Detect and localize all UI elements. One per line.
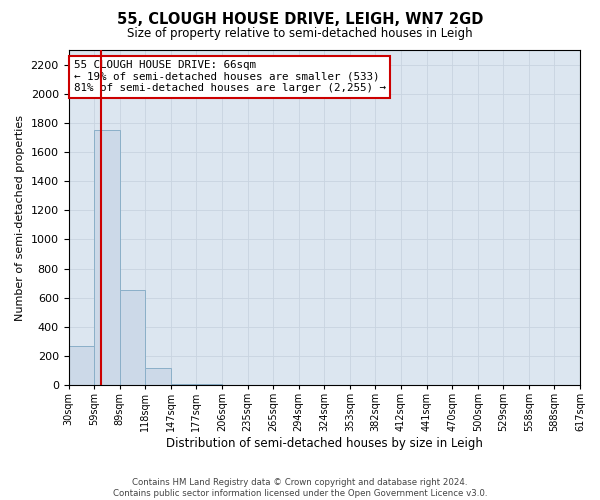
- Y-axis label: Number of semi-detached properties: Number of semi-detached properties: [15, 114, 25, 320]
- Bar: [145, 368, 171, 385]
- Bar: [171, 384, 196, 385]
- X-axis label: Distribution of semi-detached houses by size in Leigh: Distribution of semi-detached houses by …: [166, 437, 483, 450]
- Bar: [68, 346, 94, 385]
- Text: 55 CLOUGH HOUSE DRIVE: 66sqm
← 19% of semi-detached houses are smaller (533)
81%: 55 CLOUGH HOUSE DRIVE: 66sqm ← 19% of se…: [74, 60, 386, 94]
- Text: 55, CLOUGH HOUSE DRIVE, LEIGH, WN7 2GD: 55, CLOUGH HOUSE DRIVE, LEIGH, WN7 2GD: [117, 12, 483, 28]
- Bar: [94, 130, 119, 385]
- Text: Size of property relative to semi-detached houses in Leigh: Size of property relative to semi-detach…: [127, 28, 473, 40]
- Bar: [119, 290, 145, 385]
- Text: Contains HM Land Registry data © Crown copyright and database right 2024.
Contai: Contains HM Land Registry data © Crown c…: [113, 478, 487, 498]
- Bar: [196, 384, 222, 385]
